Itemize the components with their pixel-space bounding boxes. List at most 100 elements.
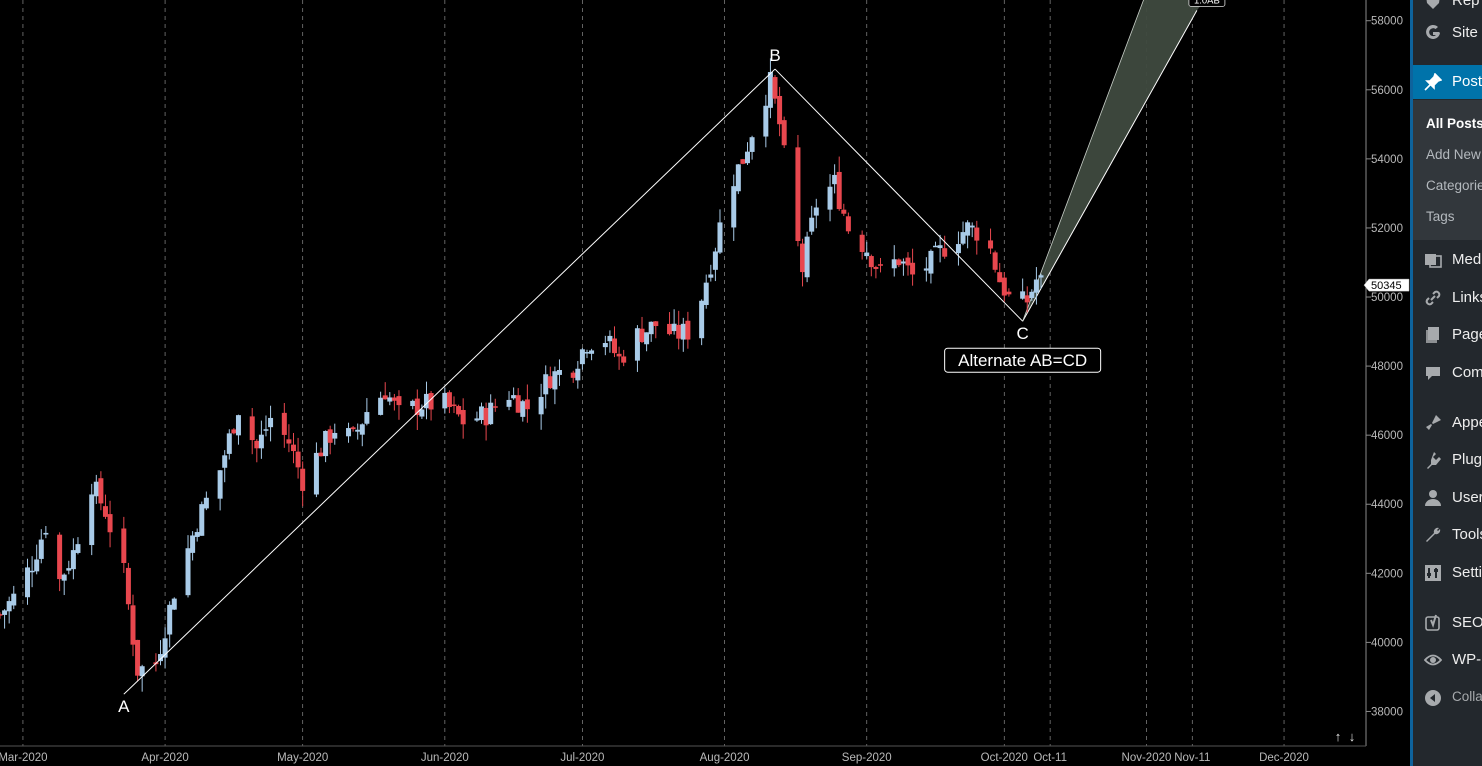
sidebar-item-label: Plugins	[1452, 451, 1482, 468]
sidebar-item-wp[interactable]: WP-	[1413, 643, 1482, 677]
candle-body	[203, 497, 209, 509]
x-tick-label: Apr-2020	[141, 752, 188, 764]
sidebar-item-label: Site	[1452, 24, 1478, 41]
candle-body	[676, 324, 682, 339]
last-price-label: 50345	[1371, 280, 1402, 292]
sidebar-item-posts[interactable]: Posts	[1413, 65, 1482, 99]
price-chart[interactable]: 1.0AB A B C Alternate AB=CD Mar-2020 Apr-202…	[0, 0, 1410, 766]
candle-body	[988, 240, 994, 249]
sidebar-item-pages[interactable]: Pages	[1413, 318, 1482, 352]
pattern-name-box[interactable]	[944, 347, 1102, 373]
candle-body	[763, 105, 769, 137]
sidebar-item-comments[interactable]: Comments	[1413, 356, 1482, 390]
submenu-item[interactable]: Tags	[1426, 209, 1455, 224]
point-label-b: B	[769, 46, 780, 65]
sidebar-item-label: Collapse menu	[1452, 689, 1482, 704]
candle-body	[121, 528, 127, 563]
candle-body	[391, 397, 397, 401]
submenu-item[interactable]: Add New	[1426, 147, 1481, 162]
submenu-item[interactable]: All Posts	[1426, 116, 1482, 131]
candle-body	[992, 252, 998, 270]
candle-body	[428, 393, 434, 410]
candle-body	[190, 535, 196, 553]
candle-body	[350, 427, 356, 430]
scroll-up-icon[interactable]: ↑	[1334, 729, 1342, 744]
candle-body	[873, 267, 879, 269]
candle-body	[781, 120, 787, 146]
candle-body	[492, 406, 498, 408]
candle-body	[974, 227, 980, 241]
candle-body	[928, 250, 934, 274]
candle-body	[135, 639, 141, 676]
candle-body	[644, 332, 650, 345]
submenu-item[interactable]: Categories	[1426, 178, 1482, 193]
candle-body	[969, 225, 975, 228]
candle-body	[680, 323, 686, 340]
candle-body	[387, 397, 393, 402]
ab-leg-line[interactable]	[123, 68, 776, 695]
sidebar-item-collapse[interactable]: Collapse menu	[1413, 681, 1482, 715]
cd-projection-line	[1022, 10, 1198, 322]
sidebar-item-site[interactable]: Site	[1413, 16, 1482, 50]
candle-body	[809, 217, 815, 232]
candle-body	[226, 433, 232, 454]
candle-body	[61, 574, 67, 581]
abcd-pattern[interactable]: A B C Alternate AB=CD	[118, 46, 1102, 716]
projection-tag-box	[1188, 0, 1226, 7]
sidebar-item-label: Media	[1452, 251, 1482, 268]
candle-body	[767, 72, 773, 108]
candle-body	[653, 321, 659, 327]
y-tick-label: 52000	[1371, 223, 1403, 235]
candle-body	[0, 614, 3, 616]
sidebar-item-links[interactable]: Links	[1413, 281, 1482, 315]
candle-body	[955, 244, 961, 254]
x-tick-label: Oct-2020	[981, 752, 1028, 764]
candle-body	[167, 604, 173, 635]
candle-body	[254, 440, 260, 449]
sidebar-item-tools[interactable]: Tools	[1413, 518, 1482, 552]
candle-body	[313, 452, 319, 495]
sidebar-item-label: WP-	[1452, 651, 1482, 668]
candle-body	[923, 268, 929, 271]
candle-body	[547, 376, 553, 389]
candle-body	[286, 439, 292, 444]
chart-panel[interactable]: 1.0AB A B C Alternate AB=CD Mar-2020 Apr-202…	[0, 0, 1410, 766]
candle-body	[552, 371, 558, 390]
x-tick-label: Nov-2020	[1122, 752, 1172, 764]
candle-body	[158, 654, 164, 662]
candle-body	[1020, 291, 1026, 299]
candle-body	[456, 406, 462, 415]
candle-body	[648, 321, 654, 335]
sidebar-item-label: Pages	[1452, 326, 1482, 343]
bc-leg-line[interactable]	[774, 68, 1024, 322]
cd-projection-edge	[1022, 0, 1144, 322]
page-icon	[1423, 325, 1443, 345]
candle-body	[699, 300, 705, 339]
sidebar-item-media[interactable]: Media	[1413, 243, 1482, 277]
axes: Mar-2020 Apr-2020 May-2020 Jun-2020 Jul-2020…	[0, 0, 1410, 764]
sidebar-item-users[interactable]: Users	[1413, 481, 1482, 515]
y-tick-label: 42000	[1371, 568, 1403, 580]
y-tick-label: 38000	[1371, 706, 1403, 718]
sidebar-item-plugins[interactable]: Plugins	[1413, 443, 1482, 477]
candle-body	[107, 514, 113, 533]
candle-body	[740, 159, 746, 164]
candle-body	[1006, 291, 1012, 295]
pin-icon	[1423, 72, 1443, 92]
sidebar-item-label: Tools	[1452, 526, 1482, 543]
candle-body	[841, 209, 847, 214]
candle-body	[66, 568, 72, 571]
y-tick-label: 44000	[1371, 499, 1403, 511]
candle-body	[827, 186, 833, 210]
sidebar-item-settings[interactable]: Settings	[1413, 556, 1482, 590]
sidebar-item-appearance[interactable]: Appearance	[1413, 406, 1482, 440]
scroll-down-icon[interactable]: ↓	[1348, 729, 1356, 744]
sidebar-item-top[interactable]: Rep	[1413, 0, 1482, 18]
candle-body	[231, 429, 237, 434]
candle-body	[896, 259, 902, 266]
candle-body	[515, 395, 521, 413]
sidebar-item-seo[interactable]: SEO	[1413, 606, 1482, 640]
candle-body	[2, 610, 8, 615]
candle-body	[419, 409, 425, 417]
candle-body	[804, 236, 810, 278]
